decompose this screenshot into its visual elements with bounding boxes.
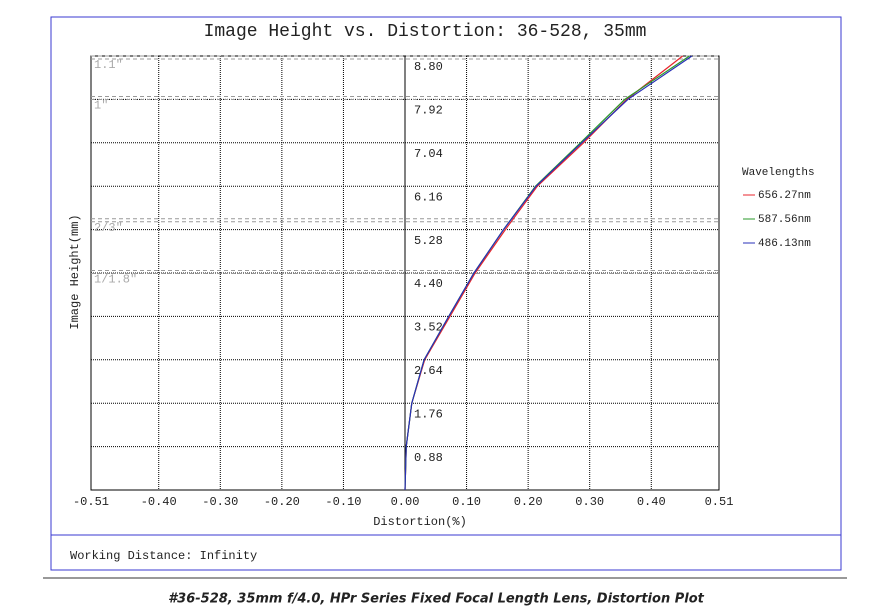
y-tick-label: 3.52 bbox=[414, 321, 443, 335]
working-distance: Working Distance: Infinity bbox=[70, 549, 257, 563]
x-axis-label: Distortion(%) bbox=[373, 515, 467, 529]
legend-label: 656.27nm bbox=[758, 190, 811, 202]
x-tick-label: -0.10 bbox=[325, 495, 361, 509]
caption: #36-528, 35mm f/4.0, HPr Series Fixed Fo… bbox=[168, 592, 704, 607]
y-tick-label: 7.04 bbox=[414, 147, 443, 161]
x-tick-label: -0.20 bbox=[264, 495, 300, 509]
y-tick-label: 7.92 bbox=[414, 104, 443, 118]
y-tick-label: 8.80 bbox=[414, 60, 443, 74]
y-tick-label: 4.40 bbox=[414, 277, 443, 291]
sensor-label: 1" bbox=[94, 99, 108, 113]
y-tick-label: 2.64 bbox=[414, 364, 443, 378]
sensor-label: 1.1" bbox=[94, 58, 123, 72]
x-tick-label: 0.10 bbox=[452, 495, 481, 509]
x-tick-label: 0.40 bbox=[637, 495, 666, 509]
x-tick-label: -0.30 bbox=[202, 495, 238, 509]
x-tick-label: 0.51 bbox=[705, 495, 734, 509]
x-tick-label: -0.51 bbox=[73, 495, 109, 509]
x-tick-label: 0.20 bbox=[514, 495, 543, 509]
chart-title: Image Height vs. Distortion: 36-528, 35m… bbox=[204, 22, 647, 42]
sensor-label: 2/3" bbox=[94, 221, 123, 235]
y-tick-label: 5.28 bbox=[414, 234, 443, 248]
legend-label: 587.56nm bbox=[758, 214, 811, 226]
sensor-label: 1/1.8" bbox=[94, 273, 137, 287]
x-tick-label: 0.30 bbox=[575, 495, 604, 509]
x-tick-label: -0.40 bbox=[141, 495, 177, 509]
frame bbox=[50, 16, 842, 571]
y-axis-label: Image Height(mm) bbox=[68, 214, 82, 329]
x-tick-label: 0.00 bbox=[391, 495, 420, 509]
legend-label: 486.13nm bbox=[758, 238, 811, 250]
y-tick-label: 0.88 bbox=[414, 451, 443, 465]
y-tick-label: 1.76 bbox=[414, 407, 443, 421]
legend-title: Wavelengths bbox=[742, 167, 815, 179]
y-tick-label: 6.16 bbox=[414, 190, 443, 204]
line bbox=[404, 55, 693, 491]
